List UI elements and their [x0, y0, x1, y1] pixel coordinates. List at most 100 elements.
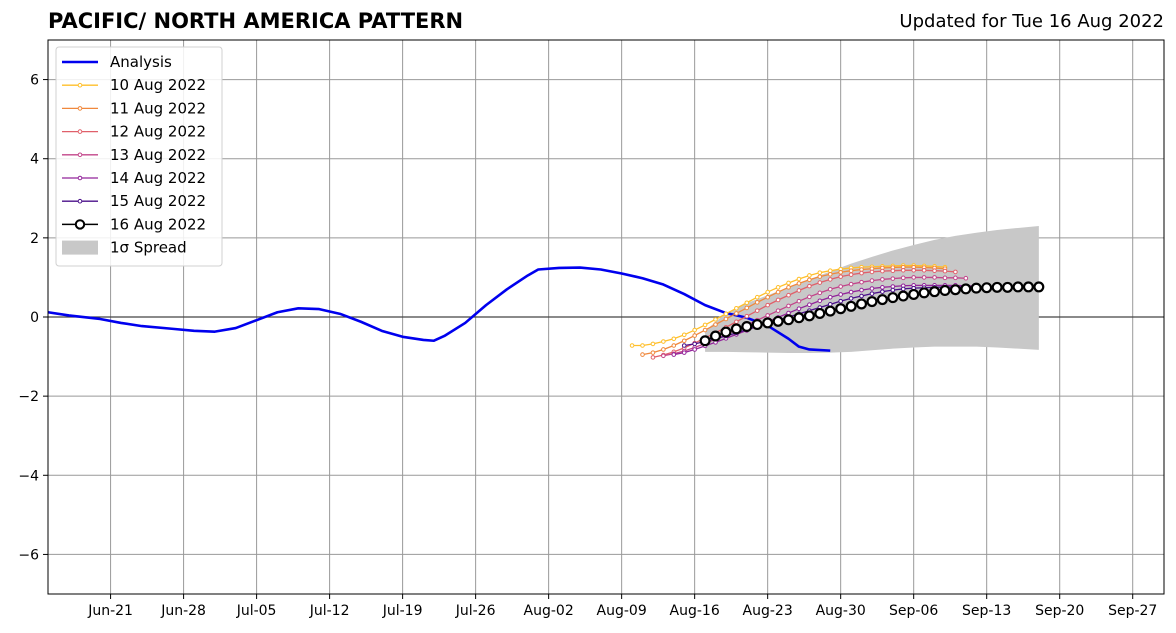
latest-forecast-point	[991, 281, 1003, 293]
legend-item: 16 Aug 2022	[62, 215, 206, 233]
x-tick-label: Jun-21	[87, 603, 133, 619]
forecast-point	[911, 275, 916, 280]
forecast-point	[827, 271, 833, 277]
y-tick-label: 6	[30, 73, 39, 89]
legend-swatch	[62, 240, 98, 255]
forecast-point	[932, 268, 937, 274]
forecast-point	[713, 322, 718, 327]
x-tick-label: Jul-12	[309, 603, 350, 619]
y-tick-label: 2	[30, 231, 39, 247]
forecast-point	[848, 272, 854, 277]
forecast-point	[754, 300, 760, 305]
forecast-point	[765, 294, 770, 300]
forecast-2022-08-11	[640, 264, 948, 357]
x-tick-label: Aug-09	[597, 603, 647, 619]
legend-label: 11 Aug 2022	[110, 99, 206, 117]
latest-forecast-point	[981, 282, 993, 294]
forecast-point	[807, 302, 812, 308]
forecast-point	[848, 296, 854, 301]
latest-forecast-point	[856, 298, 868, 310]
forecast-point	[890, 287, 896, 293]
latest-forecast-point	[710, 330, 722, 342]
forecast-point	[838, 298, 843, 304]
x-tick-label: Jul-05	[236, 603, 277, 619]
forecast-point	[848, 268, 854, 274]
forecast-point	[650, 341, 656, 347]
forecast-point	[827, 268, 833, 274]
forecast-point	[838, 269, 843, 275]
forecast-point	[890, 268, 896, 274]
forecast-point	[754, 294, 760, 300]
forecast-point	[838, 274, 843, 279]
latest-forecast-point	[918, 287, 930, 299]
forecast-point	[681, 332, 687, 338]
forecast-point	[880, 285, 885, 290]
forecast-point	[807, 277, 812, 283]
latest-forecast-point	[824, 305, 836, 317]
forecast-point	[734, 305, 739, 311]
forecast-point	[807, 294, 812, 300]
forecast-point	[744, 313, 750, 319]
legend-marker	[77, 198, 83, 204]
forecast-point	[848, 281, 854, 287]
forecast-point	[671, 336, 677, 342]
legend-box	[55, 46, 223, 267]
forecast-point	[650, 350, 656, 355]
forecast-point	[661, 353, 666, 359]
x-tick-label: Jul-19	[382, 603, 423, 619]
forecast-point	[827, 277, 833, 282]
y-tick-label: −4	[18, 468, 39, 484]
legend-label: 10 Aug 2022	[110, 76, 206, 94]
forecast-series	[629, 263, 989, 360]
latest-forecast-point	[876, 294, 888, 306]
latest-forecast-point	[720, 326, 732, 338]
forecast-point	[869, 291, 875, 296]
forecast-point	[713, 317, 718, 322]
forecast-point	[859, 267, 864, 272]
forecast-point	[775, 297, 781, 303]
forecast-point	[942, 275, 948, 281]
latest-forecast-point	[803, 310, 815, 322]
forecast-point	[890, 284, 896, 289]
forecast-point	[859, 293, 864, 299]
forecast-point	[817, 280, 823, 285]
forecast-point	[775, 308, 781, 313]
legend-label: 1σ Spread	[110, 239, 187, 257]
forecast-point	[650, 355, 656, 360]
legend-item: 15 Aug 2022	[62, 192, 206, 210]
forecast-point	[640, 343, 645, 348]
forecast-point	[640, 352, 645, 357]
legend-label: 15 Aug 2022	[110, 192, 206, 210]
forecast-point	[827, 287, 833, 292]
analysis-series	[47, 266, 831, 352]
forecast-point	[963, 275, 969, 281]
forecast-point	[817, 290, 823, 296]
x-tick-label: Aug-02	[524, 603, 574, 619]
forecast-point	[869, 269, 875, 275]
forecast-point	[880, 277, 885, 282]
latest-forecast-point	[730, 323, 742, 335]
legend-label: 16 Aug 2022	[110, 215, 206, 233]
forecast-point	[921, 268, 927, 273]
forecast-point	[692, 347, 697, 352]
x-tick-label: Jul-26	[455, 603, 496, 619]
forecast-point	[827, 294, 833, 300]
forecast-point	[692, 333, 697, 338]
forecast-point	[932, 275, 937, 280]
legend-item: 10 Aug 2022	[62, 76, 206, 94]
legend-label: 13 Aug 2022	[110, 146, 206, 164]
forecast-point	[796, 298, 802, 304]
legend-item: 12 Aug 2022	[62, 123, 206, 141]
forecast-point	[921, 275, 927, 280]
legend-item: 13 Aug 2022	[62, 146, 206, 164]
forecast-point	[859, 287, 864, 293]
forecast-point	[880, 289, 885, 294]
forecast-point	[786, 285, 791, 290]
forecast-point	[786, 303, 791, 309]
forecast-point	[681, 338, 687, 344]
forecast-point	[817, 270, 823, 275]
forecast-point	[900, 275, 906, 281]
legend-item: 14 Aug 2022	[62, 169, 206, 187]
legend-label: 14 Aug 2022	[110, 169, 206, 187]
legend-label: Analysis	[110, 53, 172, 71]
